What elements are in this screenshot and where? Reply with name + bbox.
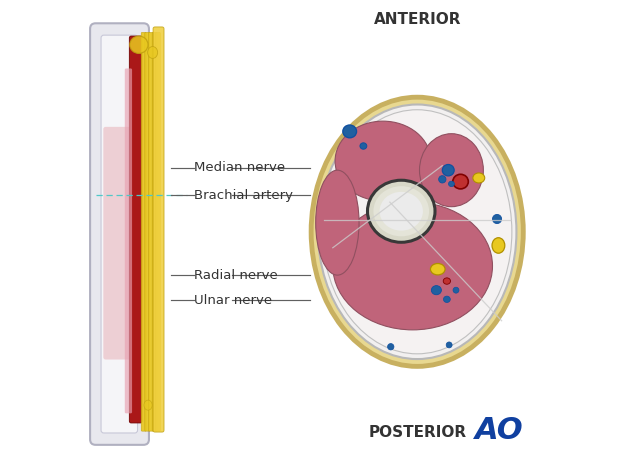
- FancyBboxPatch shape: [153, 27, 164, 432]
- Text: AO: AO: [475, 416, 524, 445]
- Ellipse shape: [439, 176, 446, 183]
- Ellipse shape: [442, 164, 454, 176]
- Ellipse shape: [443, 278, 451, 284]
- Ellipse shape: [368, 180, 435, 242]
- Ellipse shape: [316, 170, 359, 275]
- Text: Radial nerve: Radial nerve: [193, 269, 277, 282]
- FancyBboxPatch shape: [104, 127, 133, 359]
- FancyBboxPatch shape: [149, 33, 154, 431]
- FancyBboxPatch shape: [90, 23, 149, 445]
- FancyBboxPatch shape: [156, 33, 161, 431]
- Ellipse shape: [453, 287, 459, 293]
- Text: Brachial artery: Brachial artery: [193, 189, 293, 202]
- Ellipse shape: [453, 174, 468, 189]
- Ellipse shape: [373, 186, 429, 236]
- Text: Ulnar nerve: Ulnar nerve: [193, 294, 272, 307]
- Ellipse shape: [144, 400, 152, 410]
- Ellipse shape: [318, 105, 516, 359]
- Ellipse shape: [492, 238, 505, 253]
- Ellipse shape: [430, 263, 445, 275]
- Ellipse shape: [130, 36, 148, 53]
- Text: POSTERIOR: POSTERIOR: [368, 425, 466, 440]
- FancyBboxPatch shape: [125, 68, 132, 414]
- Ellipse shape: [311, 97, 523, 366]
- Ellipse shape: [446, 342, 452, 348]
- Ellipse shape: [420, 134, 484, 207]
- Ellipse shape: [473, 173, 485, 183]
- Ellipse shape: [360, 143, 367, 149]
- Ellipse shape: [379, 192, 423, 230]
- FancyBboxPatch shape: [145, 33, 150, 431]
- FancyBboxPatch shape: [101, 35, 138, 433]
- Ellipse shape: [492, 214, 502, 224]
- FancyBboxPatch shape: [141, 33, 146, 431]
- FancyBboxPatch shape: [152, 33, 157, 431]
- Ellipse shape: [443, 296, 450, 302]
- Ellipse shape: [322, 110, 512, 354]
- Ellipse shape: [343, 125, 356, 138]
- Ellipse shape: [333, 202, 492, 330]
- Ellipse shape: [148, 46, 157, 58]
- Ellipse shape: [388, 343, 394, 350]
- Ellipse shape: [335, 121, 431, 201]
- Ellipse shape: [432, 285, 441, 295]
- Text: Median nerve: Median nerve: [193, 162, 285, 174]
- Text: ANTERIOR: ANTERIOR: [373, 12, 461, 27]
- Ellipse shape: [448, 181, 454, 187]
- FancyBboxPatch shape: [130, 36, 142, 423]
